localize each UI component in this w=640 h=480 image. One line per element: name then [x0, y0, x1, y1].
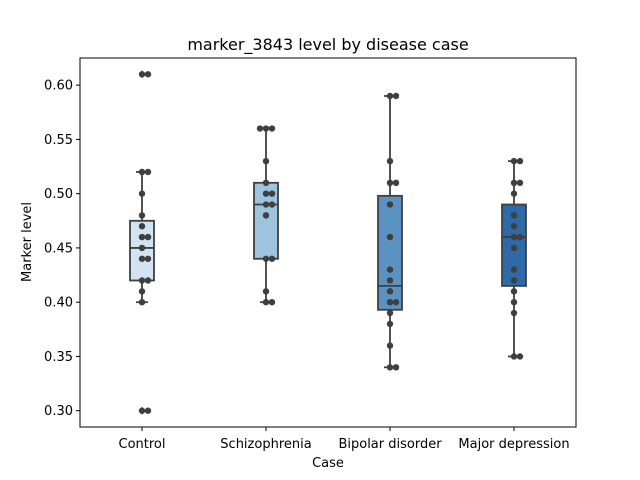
x-tick-label: Control	[119, 437, 166, 452]
data-point	[138, 190, 146, 197]
data-point	[510, 212, 518, 219]
y-tick-label: 0.50	[44, 187, 73, 202]
data-point	[386, 309, 394, 317]
data-point	[510, 244, 518, 252]
data-point	[262, 212, 270, 219]
data-point	[138, 277, 146, 284]
data-point	[144, 277, 152, 284]
data-point	[386, 298, 394, 306]
data-point	[262, 288, 270, 295]
data-point	[392, 364, 400, 371]
data-point	[144, 407, 152, 414]
data-point	[386, 201, 394, 208]
data-point	[392, 179, 400, 187]
data-point	[268, 201, 276, 208]
data-point	[262, 255, 270, 262]
plot-area	[129, 70, 527, 415]
y-tick-label: 0.35	[44, 350, 73, 365]
data-point	[510, 233, 518, 241]
data-point	[516, 233, 524, 241]
data-point	[516, 179, 524, 187]
data-point	[386, 320, 394, 328]
data-point	[510, 309, 518, 317]
data-point	[262, 298, 270, 306]
x-tick-label: Bipolar disorder	[338, 437, 442, 452]
data-point	[386, 92, 394, 100]
data-point	[510, 190, 518, 197]
data-point	[386, 342, 394, 349]
data-point	[268, 255, 276, 262]
data-point	[138, 233, 146, 241]
y-tick-label: 0.30	[44, 404, 73, 419]
x-tick-label: Schizophrenia	[220, 437, 311, 452]
y-tick-label: 0.40	[44, 296, 73, 311]
data-point	[138, 255, 146, 262]
data-point	[144, 255, 152, 262]
data-point	[386, 277, 394, 284]
data-point	[262, 201, 270, 208]
data-point	[256, 125, 264, 132]
data-point	[262, 157, 270, 165]
data-point	[392, 298, 400, 306]
data-point	[386, 233, 394, 241]
data-point	[138, 71, 146, 78]
y-tick-label: 0.60	[44, 79, 73, 94]
data-point	[386, 266, 394, 273]
data-point	[138, 288, 146, 295]
data-point	[510, 266, 518, 273]
y-tick-label: 0.55	[44, 133, 73, 148]
data-point	[510, 179, 518, 187]
data-point	[510, 277, 518, 284]
data-point	[510, 353, 518, 360]
x-tick-label: Major depression	[458, 437, 569, 452]
data-point	[510, 223, 518, 230]
x-axis-title: Case	[312, 456, 344, 471]
box-2	[377, 194, 403, 311]
data-point	[386, 364, 394, 371]
data-point	[510, 157, 518, 165]
y-axis-title: Marker level	[20, 202, 35, 282]
data-point	[268, 190, 276, 197]
data-point	[138, 407, 146, 414]
data-point	[262, 125, 270, 132]
data-point	[262, 190, 270, 197]
data-point	[138, 244, 146, 252]
data-point	[262, 179, 270, 187]
y-axis: 0.30 0.35 0.40 0.45 0.50 0.55 0.60	[44, 79, 80, 419]
data-point	[268, 298, 276, 306]
plot-frame	[79, 57, 577, 428]
data-point	[144, 71, 152, 78]
data-point	[516, 353, 524, 360]
data-point	[138, 298, 146, 306]
data-point	[138, 212, 146, 219]
data-point	[516, 157, 524, 165]
chart-title: marker_3843 level by disease case	[187, 35, 468, 55]
data-point	[144, 233, 152, 241]
data-point	[268, 125, 276, 132]
data-point	[386, 179, 394, 187]
data-point	[386, 288, 394, 295]
x-axis: Control Schizophrenia Bipolar disorder Majo…	[119, 427, 570, 452]
data-point	[510, 288, 518, 295]
y-tick-label: 0.45	[44, 241, 73, 256]
data-point	[144, 168, 152, 176]
data-point	[386, 157, 394, 165]
data-point	[138, 223, 146, 230]
data-point	[392, 92, 400, 100]
data-point	[138, 168, 146, 176]
data-point	[510, 298, 518, 306]
